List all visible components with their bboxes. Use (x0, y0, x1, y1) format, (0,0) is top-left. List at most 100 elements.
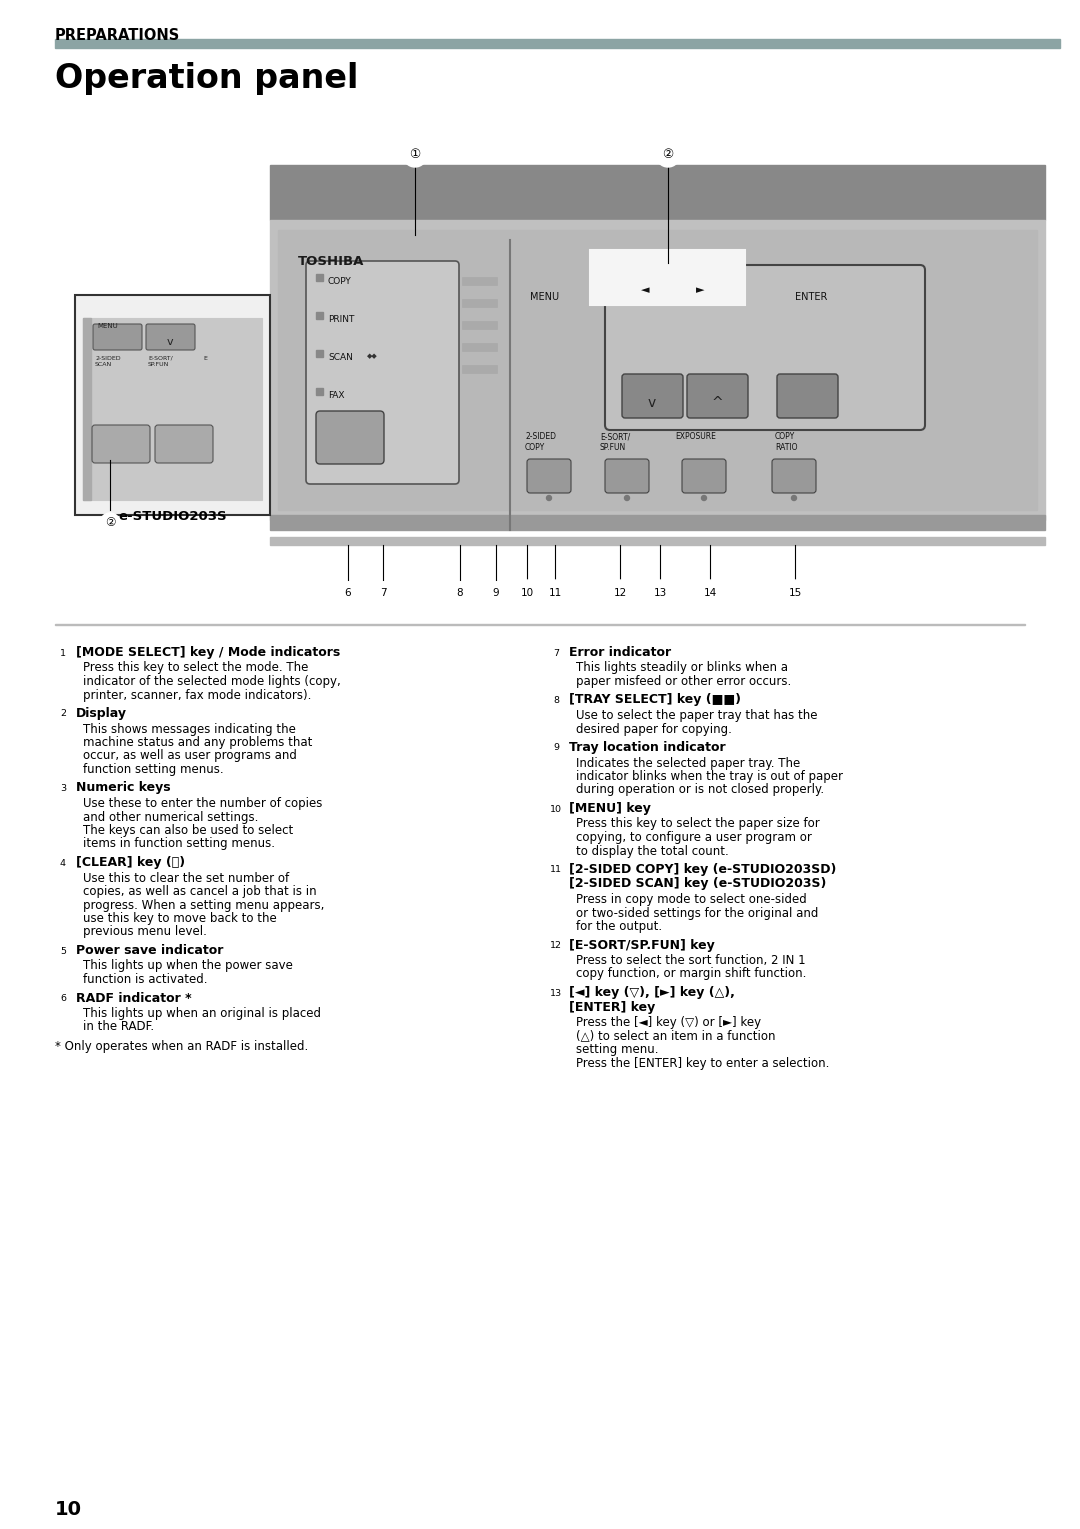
Circle shape (548, 937, 564, 954)
Bar (278, 229, 1037, 511)
Text: 13: 13 (550, 989, 562, 997)
Text: [◄] key (▽), [►] key (△),: [◄] key (▽), [►] key (△), (569, 986, 734, 998)
Text: 2-SIDED
SCAN: 2-SIDED SCAN (95, 356, 121, 367)
Text: EXPOSURE: EXPOSURE (675, 433, 716, 440)
Text: This lights up when the power save: This lights up when the power save (83, 960, 293, 972)
Circle shape (542, 579, 568, 605)
Text: Press this key to select the mode. The: Press this key to select the mode. The (83, 662, 309, 674)
Text: (△) to select an item in a function: (△) to select an item in a function (576, 1029, 775, 1043)
Text: during operation or is not closed properly.: during operation or is not closed proper… (576, 783, 824, 797)
Circle shape (55, 991, 71, 1006)
Text: setting menu.: setting menu. (576, 1043, 659, 1057)
Text: 9: 9 (553, 743, 559, 752)
Circle shape (647, 579, 673, 605)
Circle shape (656, 144, 680, 167)
Text: 2-SIDED
COPY: 2-SIDED COPY (525, 433, 556, 453)
Text: [TRAY SELECT] key (■■): [TRAY SELECT] key (■■) (569, 694, 741, 706)
Text: E-SORT/
SP.FUN: E-SORT/ SP.FUN (148, 356, 173, 367)
Text: 12: 12 (613, 589, 626, 598)
Text: e-STUDIO203S: e-STUDIO203S (118, 511, 227, 523)
Bar (270, 515, 1045, 531)
Text: copies, as well as cancel a job that is in: copies, as well as cancel a job that is … (83, 885, 316, 898)
Bar (462, 300, 497, 307)
Circle shape (548, 985, 564, 1001)
Text: 1: 1 (60, 648, 66, 657)
Text: 10: 10 (55, 1500, 82, 1518)
FancyBboxPatch shape (605, 265, 924, 430)
Text: previous menu level.: previous menu level. (83, 925, 207, 939)
Text: ◄: ◄ (640, 284, 649, 295)
FancyBboxPatch shape (93, 324, 141, 350)
Text: PREPARATIONS: PREPARATIONS (55, 28, 180, 43)
Circle shape (792, 495, 797, 500)
Text: 4: 4 (60, 858, 66, 867)
Bar (83, 318, 91, 500)
Text: Display: Display (76, 706, 127, 720)
Text: MENU: MENU (530, 292, 559, 303)
Circle shape (55, 645, 71, 661)
Bar (83, 318, 262, 500)
Text: v: v (166, 336, 173, 347)
Text: Press the [ENTER] key to enter a selection.: Press the [ENTER] key to enter a selecti… (576, 1057, 829, 1069)
Circle shape (514, 579, 540, 605)
Text: * Only operates when an RADF is installed.: * Only operates when an RADF is installe… (55, 1040, 308, 1053)
FancyBboxPatch shape (605, 459, 649, 492)
Text: indicator of the selected mode lights (copy,: indicator of the selected mode lights (c… (83, 674, 341, 688)
Text: and other numerical settings.: and other numerical settings. (83, 810, 258, 824)
Text: 8: 8 (457, 589, 463, 598)
FancyBboxPatch shape (306, 261, 459, 485)
Circle shape (546, 495, 552, 500)
Text: Press in copy mode to select one-sided: Press in copy mode to select one-sided (576, 893, 807, 907)
Text: ^: ^ (712, 396, 723, 410)
Circle shape (548, 645, 564, 661)
Text: ①: ① (409, 148, 420, 162)
Text: 11: 11 (550, 865, 562, 875)
Text: v: v (648, 396, 657, 410)
Circle shape (548, 862, 564, 878)
Text: paper misfeed or other error occurs.: paper misfeed or other error occurs. (576, 674, 792, 688)
Text: RADF indicator *: RADF indicator * (76, 991, 191, 1005)
Bar (270, 220, 1045, 520)
Circle shape (100, 514, 120, 534)
Text: ②: ② (105, 517, 116, 529)
FancyBboxPatch shape (687, 375, 748, 417)
Text: [E-SORT/SP.FUN] key: [E-SORT/SP.FUN] key (569, 939, 715, 951)
Text: 11: 11 (549, 589, 562, 598)
Text: or two-sided settings for the original and: or two-sided settings for the original a… (576, 907, 819, 919)
Circle shape (607, 579, 633, 605)
FancyBboxPatch shape (316, 411, 384, 463)
Text: 10: 10 (550, 804, 562, 813)
Text: use this key to move back to the: use this key to move back to the (83, 911, 276, 925)
Text: machine status and any problems that: machine status and any problems that (83, 735, 312, 749)
Circle shape (403, 144, 427, 167)
Circle shape (337, 583, 359, 604)
Bar (462, 277, 497, 284)
Circle shape (55, 780, 71, 797)
Text: [2-SIDED COPY] key (e-STUDIO203SD): [2-SIDED COPY] key (e-STUDIO203SD) (569, 862, 836, 876)
FancyBboxPatch shape (772, 459, 816, 492)
Text: 3: 3 (59, 784, 66, 794)
Text: Power save indicator: Power save indicator (76, 943, 224, 957)
Bar (316, 388, 323, 394)
Text: copying, to configure a user program or: copying, to configure a user program or (576, 830, 812, 844)
Text: Use these to enter the number of copies: Use these to enter the number of copies (83, 797, 322, 810)
Text: 7: 7 (380, 589, 387, 598)
FancyBboxPatch shape (75, 295, 270, 515)
Bar (462, 321, 497, 329)
Text: copy function, or margin shift function.: copy function, or margin shift function. (576, 968, 807, 980)
Text: Tray location indicator: Tray location indicator (569, 742, 726, 754)
Text: [MODE SELECT] key / Mode indicators: [MODE SELECT] key / Mode indicators (76, 645, 340, 659)
Text: PRINT: PRINT (328, 315, 354, 324)
Text: E: E (203, 356, 207, 361)
Text: indicator blinks when the tray is out of paper: indicator blinks when the tray is out of… (576, 771, 843, 783)
Text: FAX: FAX (328, 391, 345, 401)
Text: to display the total count.: to display the total count. (576, 844, 729, 858)
Text: [CLEAR] key (Ⓢ): [CLEAR] key (Ⓢ) (76, 856, 185, 868)
Text: This shows messages indicating the: This shows messages indicating the (83, 723, 296, 735)
Text: 15: 15 (788, 589, 801, 598)
Text: function setting menus.: function setting menus. (83, 763, 224, 777)
Text: 5: 5 (60, 946, 66, 956)
Text: 9: 9 (492, 589, 499, 598)
Circle shape (485, 583, 507, 604)
Circle shape (55, 943, 71, 959)
